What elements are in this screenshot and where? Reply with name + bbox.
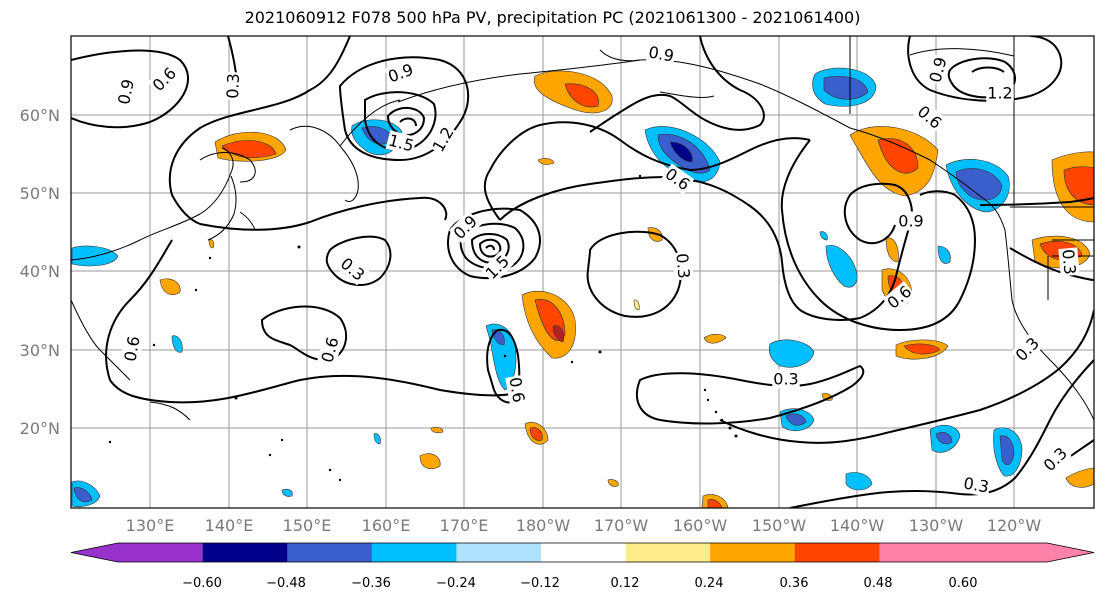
- lon-label: 170°E: [440, 516, 489, 535]
- contour-label-bg: [913, 101, 947, 134]
- contour-label-bg: [986, 83, 1014, 103]
- contour-label-bg: [428, 122, 459, 157]
- contour-label-bg: [223, 71, 243, 101]
- contour-label-bg: [384, 59, 417, 87]
- contour-label: 0.3: [1058, 248, 1079, 275]
- contour-label: 0.6: [505, 376, 528, 404]
- contour-label-bg: [1058, 247, 1080, 277]
- contour-label-bg: [147, 62, 181, 96]
- colorbar-outline: [70, 542, 1095, 563]
- colorbar-extend-high: [879, 543, 1094, 562]
- contour-label: 0.6: [914, 102, 946, 133]
- islands: [108, 174, 738, 482]
- contour-label-bg: [505, 374, 529, 405]
- colorbar-tick-label: 0.60: [949, 576, 978, 591]
- contour-label-bg: [1010, 332, 1044, 366]
- contour-label-bg: [672, 251, 694, 281]
- contour-label-bg: [448, 210, 482, 244]
- colorbar-tick-label: −0.60: [182, 576, 222, 591]
- contour-label: 0.9: [898, 212, 923, 231]
- colorbar-tick-label: −0.24: [436, 576, 476, 591]
- contour-label: 0.3: [1040, 444, 1071, 475]
- colorbar-tick-labels: −0.60 −0.48 −0.36 −0.24 −0.12 0.12 0.24 …: [182, 576, 977, 591]
- colorbar-tick-label: −0.36: [351, 576, 391, 591]
- contour-label-bg: [646, 42, 677, 66]
- contour-label-bg: [925, 54, 951, 86]
- contour-label: 0.3: [223, 73, 243, 99]
- contour-label-bg: [772, 369, 800, 389]
- colorbar-tick-label: 0.48: [864, 576, 893, 591]
- contour-label: 0.9: [647, 42, 675, 65]
- contour-label-bg: [1038, 442, 1072, 476]
- colorbar-segment: [625, 543, 711, 562]
- lon-label: 140°W: [830, 516, 885, 535]
- colorbar-segment: [371, 543, 457, 562]
- colorbar: [70, 542, 1095, 563]
- colorbar-tick-label: −0.48: [266, 576, 306, 591]
- latitude-labels: 60°N 50°N 40°N 30°N 20°N: [20, 106, 60, 438]
- contour-label: 0.9: [114, 77, 138, 106]
- colorbar-tick-label: 0.12: [611, 576, 640, 591]
- plot-frame: [70, 35, 1095, 509]
- contour-label-bg: [480, 250, 514, 284]
- longitude-labels: 130°E 140°E 150°E 160°E 170°E 180°W 170°…: [126, 516, 1042, 535]
- contour-label-bg: [385, 130, 417, 156]
- lat-label: 50°N: [20, 184, 60, 203]
- colorbar-segment: [541, 543, 627, 562]
- lon-label: 130°W: [909, 516, 964, 535]
- colorbar-tick-label: 0.24: [695, 576, 724, 591]
- colorbar-segment: [202, 543, 288, 562]
- contour-label-bg: [882, 281, 916, 314]
- contour-label-bg: [961, 473, 992, 497]
- lon-label: 160°E: [362, 516, 411, 535]
- lat-label: 60°N: [20, 106, 60, 125]
- lon-label: 170°W: [594, 516, 649, 535]
- contour-label: 0.6: [318, 335, 343, 365]
- lon-label: 130°E: [126, 516, 175, 535]
- lon-label: 120°W: [987, 516, 1042, 535]
- contour-label-bg: [897, 211, 925, 231]
- contour-label: 0.3: [962, 473, 990, 496]
- colorbar-tick-label: −0.12: [520, 576, 560, 591]
- lon-label: 150°E: [283, 516, 332, 535]
- lon-label: 160°W: [673, 516, 728, 535]
- contour-label-bg: [120, 333, 144, 364]
- contour-label: 0.6: [149, 64, 180, 95]
- map-title: 2021060912 F078 500 hPa PV, precipitatio…: [244, 8, 861, 27]
- contour-label-bg: [317, 334, 343, 366]
- lon-label: 180°W: [516, 516, 571, 535]
- colorbar-segment: [456, 543, 542, 562]
- contour-label: 0.9: [926, 55, 951, 85]
- contour-label: 0.9: [450, 212, 481, 243]
- lon-label: 150°W: [752, 516, 807, 535]
- contour-label: 0.3: [672, 252, 693, 279]
- colorbar-segment: [287, 543, 373, 562]
- colorbar-extend-low: [71, 543, 203, 562]
- contour-label: 0.3: [773, 370, 798, 389]
- lat-label: 40°N: [20, 262, 60, 281]
- lat-label: 30°N: [20, 341, 60, 360]
- colorbar-tick-label: 0.36: [780, 576, 809, 591]
- contour-label: 0.6: [120, 335, 143, 363]
- contour-label-bg: [336, 253, 370, 286]
- contour-label-bg: [660, 163, 695, 195]
- colorbar-segment: [710, 543, 796, 562]
- contour-label: 0.3: [1012, 334, 1043, 365]
- contour-label-bg: [113, 76, 139, 108]
- lat-label: 20°N: [20, 419, 60, 438]
- colorbar-segment: [794, 543, 880, 562]
- lon-label: 140°E: [205, 516, 254, 535]
- contour-label: 1.2: [987, 84, 1012, 103]
